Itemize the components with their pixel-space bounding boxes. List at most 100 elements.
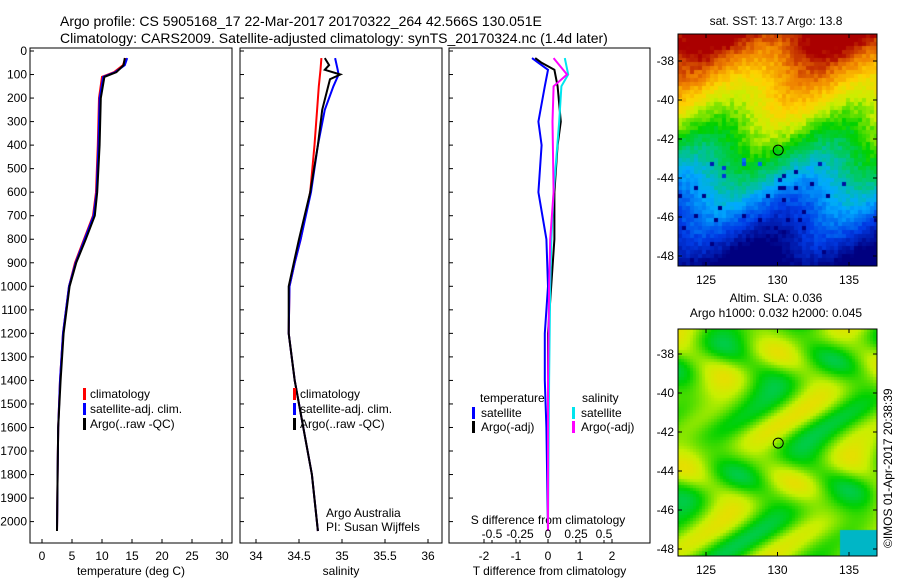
series-line-t-satellite <box>531 57 550 532</box>
series-line-s-satellite <box>547 57 570 532</box>
sst-map-title: sat. SST: 13.7 Argo: 13.8 <box>710 14 843 28</box>
depth-tick-label: 1200 <box>0 326 27 340</box>
x-tick-label: 1 <box>577 549 584 563</box>
depth-tick-label: 2000 <box>0 515 27 529</box>
series-line-argo-raw-qc- <box>56 57 126 532</box>
credit-text: ©IMOS 01-Apr-2017 20:38:39 <box>881 388 895 548</box>
lat-tick-label: -42 <box>657 132 675 146</box>
float-position-marker <box>772 437 784 449</box>
x2-tick-label: 0.25 <box>564 527 588 541</box>
lon-tick-label: 135 <box>839 563 859 577</box>
lat-tick-label: -46 <box>657 210 675 224</box>
depth-tick-label: 1700 <box>0 444 27 458</box>
map-frame <box>677 328 878 557</box>
depth-tick-label: 1100 <box>1 303 27 317</box>
x-tick-label: 20 <box>155 549 169 563</box>
legend-swatch <box>293 403 296 415</box>
legend-swatch <box>83 418 86 430</box>
x-tick-label: 0 <box>545 549 552 563</box>
annotation-line2: PI: Susan Wijffels <box>326 520 420 534</box>
depth-tick-label: 600 <box>7 185 27 199</box>
lat-tick-label: -48 <box>657 249 675 263</box>
lat-tick-label: -38 <box>657 54 675 68</box>
sst-map <box>678 34 877 266</box>
series-line-argo-raw-qc- <box>287 57 344 532</box>
lat-tick-label: -40 <box>657 93 675 107</box>
x-tick-label: -1 <box>511 549 522 563</box>
x2-tick-label: -0.25 <box>506 527 534 541</box>
sla-map-subtitle: Argo h1000: 0.032 h2000: 0.045 <box>690 306 862 320</box>
lon-tick-label: 135 <box>839 273 859 287</box>
legend-swatch <box>293 418 296 430</box>
legend-title-salinity: salinity <box>582 391 619 405</box>
x-tick-label: 2 <box>609 549 616 563</box>
depth-tick-label: 500 <box>7 162 27 176</box>
depth-tick-label: 800 <box>7 232 27 246</box>
depth-tick-label: 200 <box>7 91 27 105</box>
lat-tick-label: -42 <box>657 425 675 439</box>
lon-tick-label: 130 <box>767 273 787 287</box>
figure-title: Argo profile: CS 5905168_17 22-Mar-2017 … <box>60 13 542 29</box>
panel-frame <box>448 47 651 544</box>
lat-tick-label: -40 <box>657 386 675 400</box>
series-line-s-argo-adj- <box>547 57 569 531</box>
x-tick-label: 35 <box>335 549 349 563</box>
legend-label: satellite-adj. clim. <box>300 402 392 416</box>
legend-label: Argo(-adj) <box>481 420 534 434</box>
depth-tick-label: 1000 <box>0 279 27 293</box>
series-line-climatology <box>287 58 323 532</box>
panel-frame <box>29 47 233 544</box>
lat-tick-label: -44 <box>657 464 675 478</box>
legend-swatch <box>83 403 86 415</box>
x-tick-label: 10 <box>95 549 109 563</box>
legend-label: satellite <box>581 406 622 420</box>
x2-tick-label: 0.5 <box>596 527 613 541</box>
series-line-satellite-adj-clim- <box>56 57 129 532</box>
legend-label: satellite <box>481 406 522 420</box>
depth-tick-label: 0 <box>20 44 27 58</box>
lon-tick-label: 125 <box>696 273 716 287</box>
x2-tick-label: -0.5 <box>482 527 503 541</box>
x-tick-label: 30 <box>215 549 229 563</box>
legend-swatch <box>572 407 575 419</box>
x-tick-label: 25 <box>185 549 199 563</box>
depth-tick-label: 1400 <box>0 373 27 387</box>
x-tick-label: -2 <box>479 549 490 563</box>
x-tick-label: 5 <box>69 549 76 563</box>
lat-tick-label: -46 <box>657 503 675 517</box>
x-tick-label: 34 <box>249 549 263 563</box>
legend-swatch <box>572 421 575 433</box>
legend-swatch <box>293 388 296 400</box>
legend-title-temperature: temperature <box>480 391 545 405</box>
x2-tick-label: 0 <box>545 527 552 541</box>
lat-tick-label: -48 <box>657 542 675 556</box>
depth-tick-label: 400 <box>7 138 27 152</box>
legend-label: Argo(..raw -QC) <box>90 417 175 431</box>
depth-tick-label: 1300 <box>0 350 27 364</box>
legend-swatch <box>472 421 475 433</box>
sla-map <box>678 329 877 556</box>
legend-label: climatology <box>90 387 150 401</box>
panel-frame <box>239 47 443 544</box>
x-tick-label: 34.5 <box>287 549 311 563</box>
legend-label: Argo(..raw -QC) <box>300 417 385 431</box>
depth-tick-label: 100 <box>7 68 27 82</box>
legend-swatch <box>472 407 475 419</box>
x-tick-label: 35.5 <box>373 549 397 563</box>
depth-tick-label: 900 <box>7 256 27 270</box>
legend-swatch <box>83 388 86 400</box>
figure-subtitle: Climatology: CARS2009. Satellite-adjuste… <box>60 30 608 46</box>
x-axis-label: T difference from climatology <box>473 564 627 578</box>
legend-label: climatology <box>300 387 360 401</box>
depth-tick-label: 1900 <box>0 491 27 505</box>
x-tick-label: 0 <box>39 549 46 563</box>
sla-map-title: Altim. SLA: 0.036 <box>730 291 823 305</box>
lon-tick-label: 125 <box>696 563 716 577</box>
series-line-satellite-adj-clim- <box>287 57 340 532</box>
depth-tick-label: 700 <box>7 209 27 223</box>
legend-label: satellite-adj. clim. <box>90 402 182 416</box>
lat-tick-label: -44 <box>657 171 675 185</box>
depth-tick-label: 1500 <box>0 397 27 411</box>
